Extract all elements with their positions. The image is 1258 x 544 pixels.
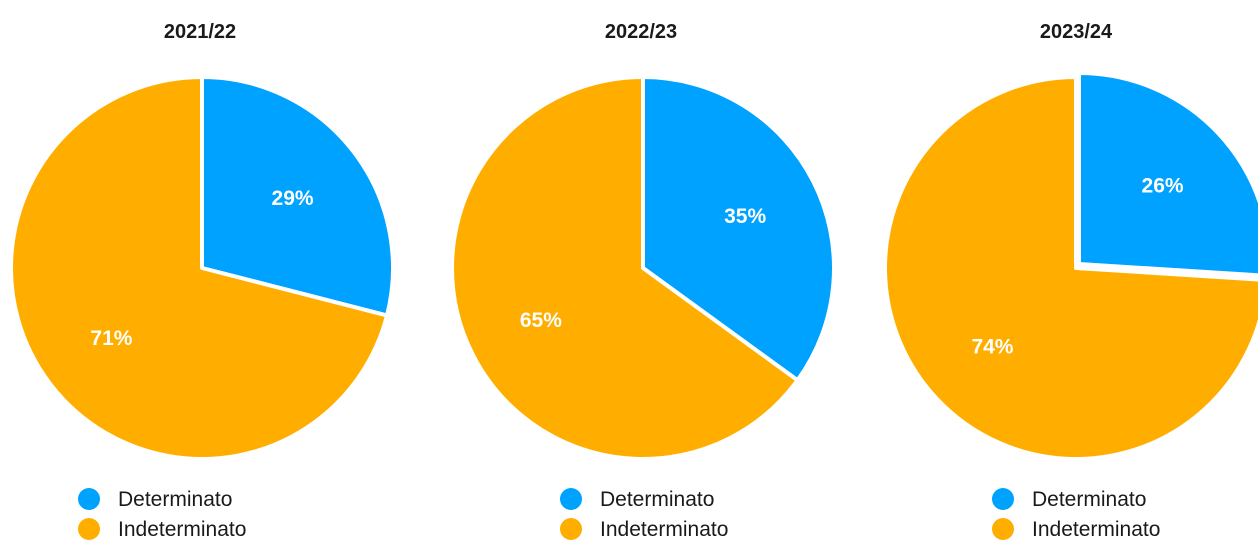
- legend-item: Determinato: [78, 488, 232, 511]
- legend-item: Indeterminato: [78, 518, 246, 541]
- legend-label: Determinato: [1032, 488, 1146, 511]
- pie-chart-0: 2021/22 29% 71% Determinato Indeterminato: [9, 21, 395, 541]
- legend-swatch: [78, 488, 100, 510]
- legend-swatch: [560, 488, 582, 510]
- slice-label: 71%: [90, 327, 132, 350]
- pie-slice-indeterminato: [883, 75, 1258, 461]
- chart-title: 2021/22: [164, 21, 236, 43]
- legend-label: Indeterminato: [118, 518, 246, 541]
- chart-title: 2022/23: [605, 21, 677, 43]
- legend-item: Indeterminato: [560, 518, 728, 541]
- slice-label: 35%: [724, 205, 766, 228]
- legend-item: Determinato: [560, 488, 714, 511]
- chart-title: 2023/24: [1040, 21, 1113, 43]
- pie-slice-determinato: [641, 75, 836, 383]
- legend-label: Indeterminato: [600, 518, 728, 541]
- pie-chart-1: 2022/23 35% 65% Determinato Indeterminato: [450, 21, 836, 541]
- slice-label: 74%: [971, 335, 1013, 358]
- legend-swatch: [992, 488, 1014, 510]
- pie-slice-indeterminato: [9, 75, 389, 461]
- slice-label: 26%: [1142, 175, 1184, 198]
- pie-slice-determinato: [200, 75, 395, 318]
- pie-slice-indeterminato: [450, 75, 800, 461]
- legend-label: Indeterminato: [1032, 518, 1160, 541]
- slice-label: 65%: [520, 309, 562, 332]
- legend-item: Indeterminato: [992, 518, 1160, 541]
- pie-chart-2: 2023/24 26% 74% Determinato Indeterminato: [883, 21, 1258, 541]
- pie-slice-determinato: [1077, 71, 1258, 278]
- legend-label: Determinato: [118, 488, 232, 511]
- legend-swatch: [560, 518, 582, 540]
- legend-swatch: [78, 518, 100, 540]
- legend-item: Determinato: [992, 488, 1146, 511]
- legend-swatch: [992, 518, 1014, 540]
- slice-label: 29%: [272, 187, 314, 210]
- legend-label: Determinato: [600, 488, 714, 511]
